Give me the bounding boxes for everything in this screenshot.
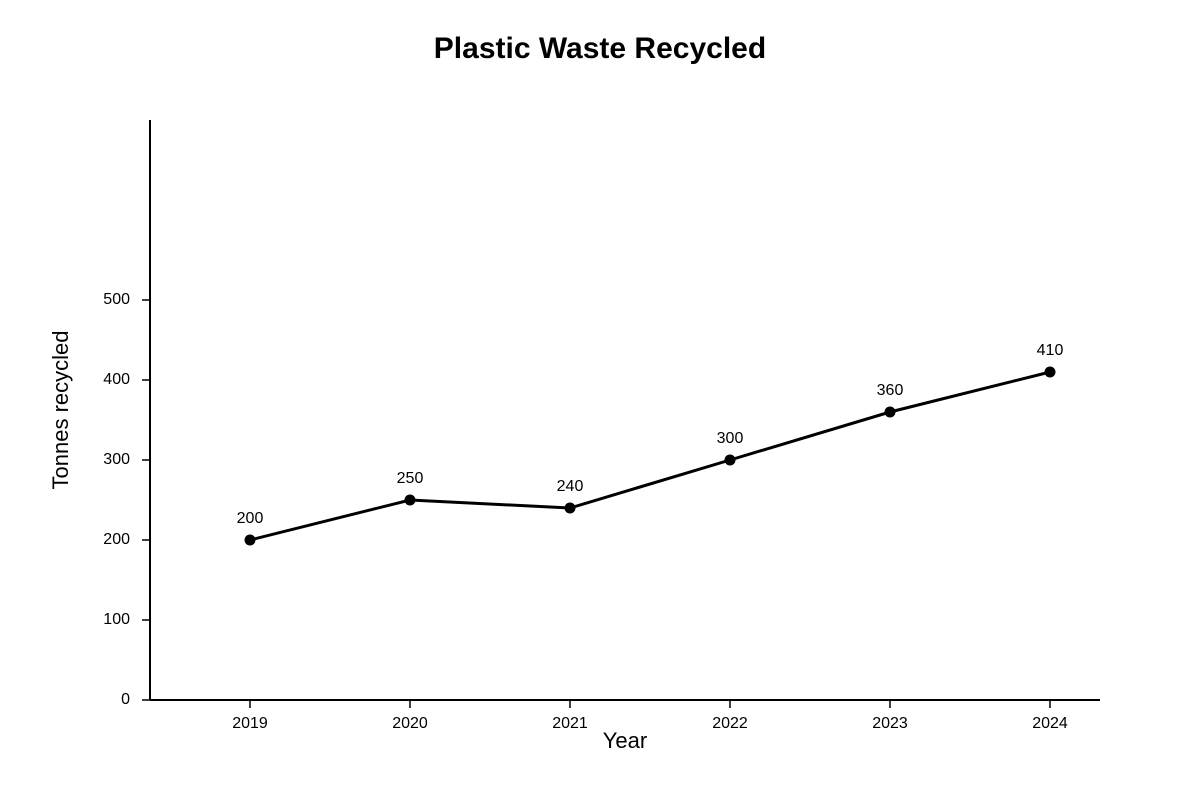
y-tick-label: 100: [103, 611, 130, 628]
x-tick-label: 2020: [392, 715, 428, 732]
y-tick-label: 500: [103, 291, 130, 308]
x-axis-label: Year: [603, 728, 647, 753]
x-tick-label: 2024: [1032, 715, 1068, 732]
y-tick-label: 200: [103, 531, 130, 548]
point: [564, 502, 576, 514]
data-label: 200: [237, 510, 264, 527]
y-tick-label: 400: [103, 371, 130, 388]
chart-title: Plastic Waste Recycled: [434, 32, 766, 65]
data-label: 360: [877, 382, 904, 399]
y-tick-label: 300: [103, 451, 130, 468]
data-label: 410: [1037, 342, 1064, 359]
x-tick-label: 2023: [872, 715, 908, 732]
point: [884, 406, 896, 418]
data-label: 300: [717, 430, 744, 447]
x-tick-label: 2019: [232, 715, 268, 732]
point: [244, 534, 256, 546]
point: [1044, 366, 1056, 378]
data-label: 250: [397, 470, 424, 487]
point: [404, 494, 416, 506]
line: [249, 370, 1051, 542]
x-tick-label: 2022: [712, 715, 748, 732]
y-axis-label: Tonnes recycled: [48, 331, 73, 490]
y-tick-label: 0: [121, 691, 130, 708]
x-tick-label: 2021: [552, 715, 588, 732]
point: [724, 454, 736, 466]
data-label: 240: [557, 478, 584, 495]
